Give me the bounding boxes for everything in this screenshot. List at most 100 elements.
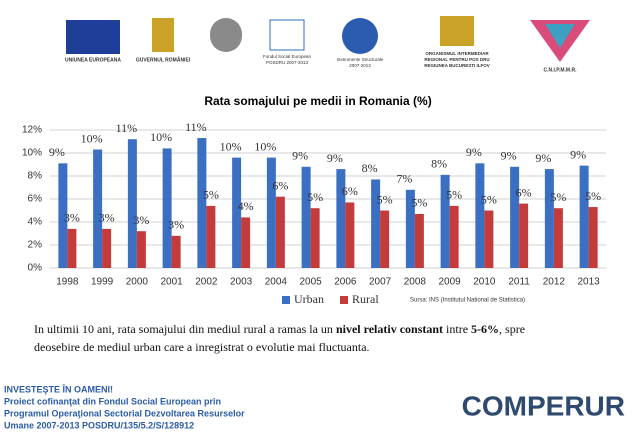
y-tick-label: 12% [22, 125, 42, 136]
bar [206, 205, 216, 268]
x-tick-label: 2001 [161, 277, 184, 288]
bar [544, 169, 554, 268]
data-label: 5% [307, 190, 323, 204]
data-label: 10% [254, 139, 276, 153]
data-label: 8% [362, 161, 378, 175]
gov-crest [152, 18, 174, 52]
x-tick-label: 2005 [300, 277, 323, 288]
data-label: 5% [446, 188, 462, 202]
bar [102, 228, 112, 268]
bar [449, 205, 459, 268]
data-label: 9% [466, 145, 482, 159]
data-label: 5% [481, 192, 497, 206]
data-label: 10% [81, 131, 103, 145]
data-label: 11% [185, 120, 207, 134]
bar [171, 235, 181, 268]
bar [336, 169, 346, 268]
text-run: intre [443, 322, 471, 336]
text-run: 5-6% [471, 322, 499, 336]
data-label: 9% [292, 149, 308, 163]
footer-line: INVESTEŞTE ÎN OAMENI! [4, 383, 113, 394]
data-label: 9% [535, 151, 551, 165]
bar [345, 202, 355, 268]
data-label: 3% [99, 211, 115, 225]
x-tick-label: 2013 [578, 277, 601, 288]
data-label: 9% [570, 147, 586, 161]
legend-label: Urban [294, 292, 324, 306]
footer: INVESTEŞTE ÎN OAMENI! Proiect cofinanţat… [4, 383, 245, 430]
logo-caption: REGIONAL PENTRU POS DRU [424, 57, 489, 62]
logo-caption: GUVERNUL ROMÂNIEI [136, 56, 191, 63]
logo-caption: POSDRU 2007-2013 [266, 60, 309, 65]
data-label: 11% [116, 121, 138, 135]
data-label: 8% [431, 157, 447, 171]
legend-label: Rural [352, 292, 379, 306]
logo-caption: REGIUNEA BUCURESTI ILFOV [424, 63, 490, 68]
data-label: 6% [272, 178, 288, 192]
data-label: 5% [203, 188, 219, 202]
data-label: 9% [49, 145, 65, 159]
bar [380, 210, 390, 268]
bar [136, 231, 146, 268]
bar [414, 213, 424, 268]
data-label: 10% [150, 130, 172, 144]
source-note: Sursa: INS (Institutul National de Stati… [410, 298, 525, 304]
data-label: 7% [396, 172, 412, 186]
bar [67, 228, 77, 268]
x-tick-label: 2000 [126, 277, 149, 288]
bar [405, 189, 415, 268]
data-label: 5% [377, 192, 393, 206]
chart: 0% 2% 4% 6% 8% 10% 12% 1998 9% 3% 1999 10% 3% 2000 11%… [22, 120, 606, 306]
text-run: , spre [499, 322, 525, 336]
bar [475, 163, 485, 268]
bar [484, 210, 494, 268]
chart-title: Rata somajului pe medii in Romania (%) [204, 94, 431, 108]
logo-caption: Fondul Social European [263, 54, 312, 59]
data-label: 6% [516, 185, 532, 199]
bar [301, 166, 311, 268]
data-label: 4% [238, 199, 254, 213]
data-label: 9% [501, 149, 517, 163]
legend-swatch [340, 296, 348, 304]
fse-logo [269, 19, 305, 51]
bar [310, 208, 320, 268]
x-tick-label: 2012 [543, 277, 566, 288]
x-tick-label: 2008 [404, 277, 427, 288]
y-tick-label: 8% [28, 171, 43, 182]
bar [371, 179, 381, 268]
footer-line: Proiect cofinanţat din Fondul Social Eur… [4, 396, 221, 406]
seal [210, 18, 242, 52]
paragraph: In ultimii 10 ani, rata somajului din me… [34, 322, 525, 336]
x-tick-label: 2009 [439, 277, 462, 288]
logo-caption: C.N.I.P.M.M.R. [544, 67, 578, 73]
bar [440, 174, 450, 268]
data-label: 5% [550, 190, 566, 204]
logo-caption: ORGANISMUL INTERMEDIAR [425, 51, 489, 56]
bar [58, 163, 68, 268]
x-tick-label: 2003 [230, 277, 253, 288]
data-label: 10% [220, 139, 242, 153]
x-tick-label: 2011 [508, 277, 530, 288]
x-tick-label: 2006 [334, 277, 357, 288]
bar [553, 208, 563, 268]
logo-row [66, 16, 590, 62]
x-tick-label: 2002 [195, 277, 218, 288]
eu-flag [66, 20, 120, 54]
bar [588, 207, 598, 268]
x-tick-label: 2010 [473, 277, 496, 288]
bar [519, 203, 529, 268]
data-label: 5% [585, 189, 601, 203]
bar [275, 196, 285, 268]
paragraph: deosebire de mediul urban care a inregis… [34, 340, 370, 354]
x-tick-label: 2007 [369, 277, 392, 288]
bar [241, 217, 251, 268]
cnipmmr-logo-inner [545, 24, 575, 48]
is-logo [342, 18, 378, 54]
bar [197, 138, 207, 268]
logo-caption: 2007-2013 [349, 63, 371, 68]
bar [510, 166, 520, 268]
data-label: 3% [168, 218, 184, 232]
data-label: 6% [342, 184, 358, 198]
y-tick-label: 2% [28, 240, 43, 251]
y-tick-label: 0% [28, 263, 43, 274]
